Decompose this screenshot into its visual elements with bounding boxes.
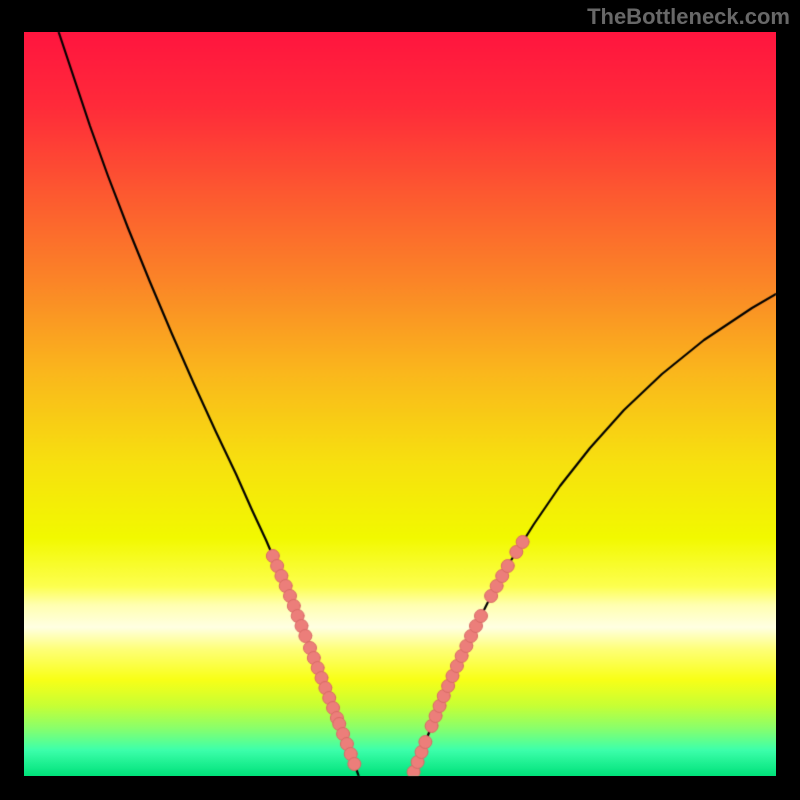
watermark-text: TheBottleneck.com <box>587 4 790 30</box>
chart-container: TheBottleneck.com <box>0 0 800 800</box>
bottleneck-curve <box>0 0 800 800</box>
